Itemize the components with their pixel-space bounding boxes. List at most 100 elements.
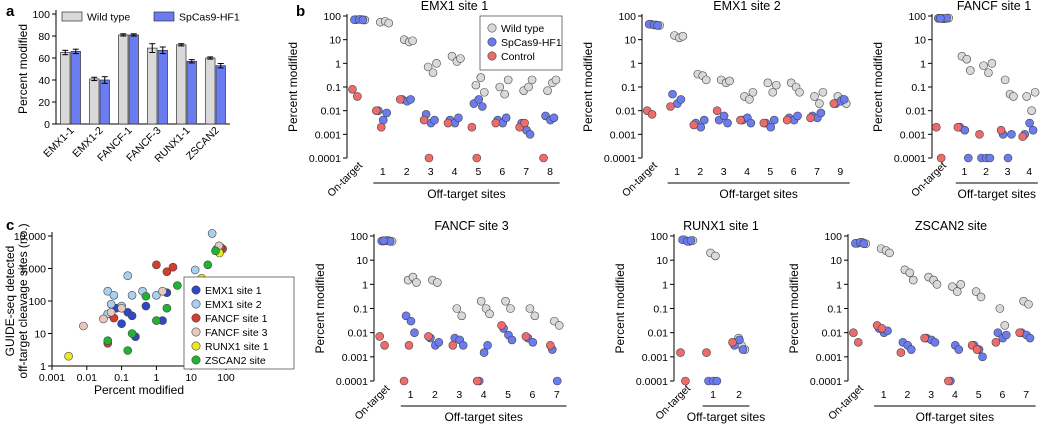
point-wild-type <box>501 296 510 306</box>
point-spcas9-hf1 <box>653 21 662 30</box>
bar <box>157 49 168 125</box>
y-axis-label: Percent modified <box>286 42 300 132</box>
x-label-off-target-site: 6 <box>791 166 797 178</box>
point-spcas9-hf1 <box>936 14 945 23</box>
point-wild-type <box>456 54 465 63</box>
point-spcas9-hf1 <box>1003 153 1013 163</box>
point-spcas9-hf1 <box>401 311 411 321</box>
point-wild-type <box>433 278 442 287</box>
point-wild-type <box>543 86 552 95</box>
scatter-point <box>109 290 119 300</box>
point-spcas9-hf1 <box>746 118 756 128</box>
bar <box>89 78 100 125</box>
legend-marker <box>191 341 201 351</box>
x-label-off-target-site: 2 <box>904 389 910 401</box>
point-wild-type <box>976 292 986 302</box>
point-control <box>521 332 531 341</box>
point-spcas9-hf1 <box>507 335 517 345</box>
point-spcas9-hf1 <box>859 239 869 249</box>
y-tick-label: 0 <box>44 119 50 131</box>
point-wild-type <box>725 76 734 86</box>
x-label-off-target-site: 6 <box>530 389 536 401</box>
point-wild-type <box>408 36 417 46</box>
y-tick-label: 0.001 <box>816 352 842 364</box>
point-control <box>972 345 982 354</box>
y-tick-label: 0.1 <box>653 304 668 316</box>
point-wild-type <box>384 18 394 28</box>
legend-spcas9-hf1-marker <box>487 37 497 47</box>
y-tick-label: 0.01 <box>906 106 927 118</box>
y-tick-label: 0.0001 <box>810 376 842 388</box>
point-spcas9-hf1 <box>738 345 748 354</box>
point-wild-type <box>485 309 494 319</box>
bar <box>128 34 139 125</box>
x-label-off-target-site: 2 <box>697 166 703 178</box>
point-control <box>666 102 675 111</box>
point-spcas9-hf1 <box>474 95 484 104</box>
point-wild-type <box>795 87 804 97</box>
y-tick-label: 0.0001 <box>336 376 368 388</box>
point-spcas9-hf1 <box>978 352 987 362</box>
point-control <box>829 99 839 108</box>
point-control <box>681 376 690 386</box>
point-wild-type <box>956 280 966 289</box>
point-wild-type <box>962 54 972 64</box>
bar <box>176 44 187 125</box>
bar <box>99 79 110 125</box>
point-wild-type <box>476 73 486 82</box>
x-label-off-target-site: 7 <box>523 166 529 178</box>
point-control <box>539 153 548 163</box>
bar <box>70 51 81 125</box>
x-tick-label: 0.1 <box>114 372 129 384</box>
point-wild-type <box>932 280 942 289</box>
y-tick-label: 100 <box>32 9 50 21</box>
point-spcas9-hf1 <box>906 345 916 354</box>
point-wild-type <box>971 287 981 296</box>
scatter-point <box>173 281 182 290</box>
scatter-point <box>117 319 126 329</box>
y-tick-label: 1 <box>362 279 368 291</box>
point-wild-type <box>527 75 537 85</box>
point-spcas9-hf1 <box>954 345 964 354</box>
off-target-sites-label: Off-target sites <box>687 410 765 424</box>
point-control <box>546 341 555 350</box>
x-label-on-target: On-target <box>826 383 866 423</box>
x-tick-label: 100 <box>217 372 235 384</box>
y-tick-label: 0.01 <box>321 106 342 118</box>
point-control <box>491 118 501 128</box>
y-tick-label: 0.1 <box>353 304 368 316</box>
y-axis-label: Percent modified <box>613 263 627 353</box>
y-tick-label: 10 <box>624 35 636 47</box>
point-wild-type <box>1000 75 1010 85</box>
point-wild-type <box>412 278 421 287</box>
off-target-sites-label: Off-target sites <box>916 410 994 424</box>
point-spcas9-hf1 <box>479 348 489 357</box>
point-wild-type <box>500 89 509 99</box>
point-wild-type <box>815 99 824 108</box>
bar <box>118 34 129 125</box>
point-spcas9-hf1 <box>382 108 392 118</box>
scatter-point <box>79 321 88 331</box>
point-wild-type <box>1030 87 1040 97</box>
plot-title: FANCF site 3 <box>434 219 508 233</box>
legend-wild-type-label: Wild type <box>501 23 544 35</box>
x-label-off-target-site: 2 <box>736 389 742 401</box>
legend-label: RUNX1 site 1 <box>205 341 269 353</box>
point-spcas9-hf1 <box>525 130 535 139</box>
legend-label: FANCF site 1 <box>205 313 268 325</box>
legend-swatch-spcas9-hf1 <box>153 11 175 22</box>
point-wild-type <box>810 92 819 101</box>
point-spcas9-hf1 <box>839 95 849 104</box>
x-label-off-target-site: 1 <box>710 389 716 401</box>
point-control <box>676 348 685 357</box>
y-tick-label: 100 <box>650 231 668 243</box>
y-axis-label: Percent modified <box>581 42 595 132</box>
point-control <box>806 113 815 123</box>
x-label-off-target-site: 1 <box>380 166 386 178</box>
y-tick-label: 1,000 <box>20 264 46 276</box>
point-wild-type <box>885 248 894 258</box>
point-wild-type <box>748 87 758 97</box>
point-control <box>877 324 887 333</box>
point-control <box>782 115 792 125</box>
y-axis-label-line1: GUIDE-seq detected <box>3 246 17 357</box>
